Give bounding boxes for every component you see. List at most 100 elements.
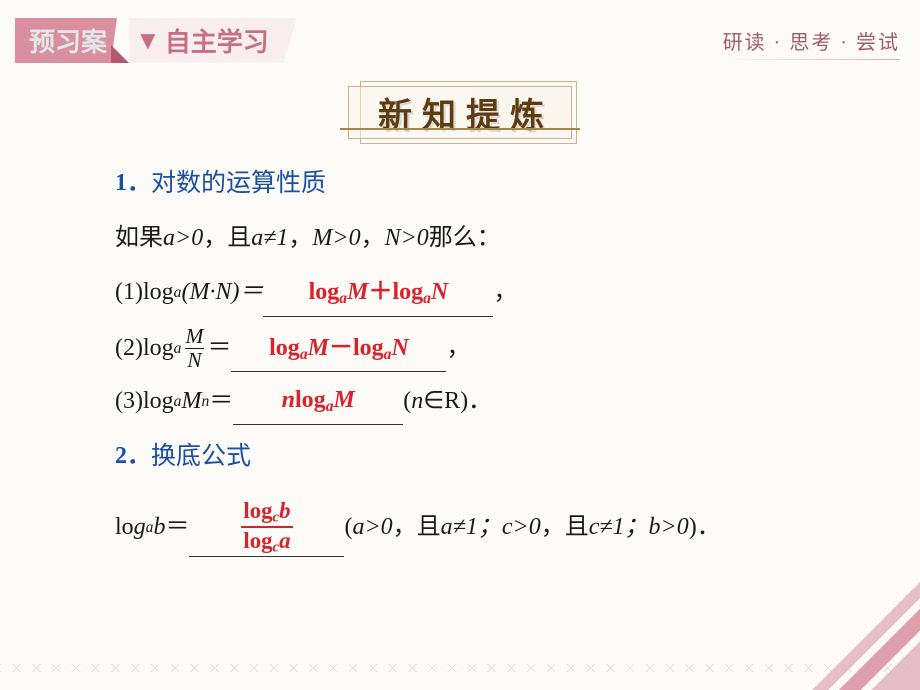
header-left-after-wrap: ▼ 自主学习: [129, 18, 297, 63]
i1a-log: log: [309, 279, 340, 305]
i1a-sub: a: [339, 290, 347, 307]
item-1-answer: logaM＋logaN: [309, 279, 449, 305]
item-2: (2) loga M N ＝ logaM－logaN ，: [115, 325, 860, 373]
item-2-fraction: M N: [183, 325, 205, 371]
cob-arg: b: [153, 505, 165, 551]
item-3-M: M: [181, 379, 201, 425]
cob-t2c: c≠1: [589, 505, 625, 551]
section-2-number: 2．: [115, 434, 151, 480]
item-3-blank: nlogaM: [233, 378, 403, 425]
i2a-arg: M: [308, 335, 329, 361]
cob-blank: logcb logca: [189, 498, 344, 557]
cob-answer-fraction: logcb logca: [241, 498, 292, 556]
content-area: 1． 对数的运算性质 如果 a>0 ，且 a≠1 ， M>0 ， N>0 那么：…: [115, 160, 860, 563]
cob-den-arg: a: [279, 528, 290, 553]
section-2-title: 换底公式: [151, 433, 251, 481]
cob-lo: lo: [115, 505, 134, 551]
premise-text-1: 如果: [115, 216, 163, 262]
item-3-sup: n: [201, 387, 209, 417]
header-right: 研读 · 思考 · 尝试: [723, 26, 900, 60]
item-1-sub: a: [174, 278, 182, 308]
premise-a: a>0: [163, 216, 203, 262]
cob-t1a: a>0: [352, 505, 392, 551]
i1b-sub: a: [423, 290, 431, 307]
cob-t1b: ，且: [393, 505, 441, 551]
corner-triangle-icon: [770, 570, 920, 690]
premise-text-2: ，且: [203, 216, 251, 262]
cob-sub: a: [146, 513, 154, 543]
cob-paren-open: (: [344, 505, 352, 551]
item-2-blank: logaM－logaN: [231, 325, 446, 373]
item-1-tail: ，: [493, 270, 517, 316]
cob-num-arg: b: [279, 498, 290, 523]
header-left-banner: 预习案 ▼ 自主学习: [15, 18, 297, 63]
cob-frac-den: logca: [241, 526, 292, 556]
i1-op: ＋: [368, 278, 392, 305]
section-1-title: 对数的运算性质: [151, 160, 326, 208]
item-3: (3) logaMn ＝ nlogaM (n∈R)．: [115, 378, 860, 425]
cob-t2a: ；c>0: [478, 505, 541, 551]
item-3-tail-in: ∈R)．: [423, 379, 492, 425]
cob-den-log: log: [243, 528, 272, 553]
item-3-eq: ＝: [209, 379, 233, 425]
item-3-label: (3): [115, 379, 143, 425]
section-2-heading: 2． 换底公式: [115, 433, 860, 481]
item-1-arg: (M·N)＝: [181, 270, 263, 316]
premise-d: N>0: [385, 216, 429, 262]
i3-n: n: [282, 387, 295, 413]
i2b-log: log: [353, 335, 384, 361]
item-2-label: (2): [115, 326, 143, 372]
i3-log: log: [295, 387, 326, 413]
i2b-arg: N: [391, 335, 408, 361]
section-1-heading: 1． 对数的运算性质: [115, 160, 860, 208]
i3-arg: M: [333, 387, 354, 413]
item-2-tail: ，: [446, 326, 470, 372]
item-2-sub: a: [174, 334, 182, 364]
item-3-log: log: [143, 379, 174, 425]
item-2-frac-num: M: [183, 325, 205, 348]
i2a-sub: a: [300, 346, 308, 363]
item-3-paren: (: [403, 379, 411, 425]
section-1-number: 1．: [115, 161, 151, 207]
change-of-base: logab ＝ logcb logca (a>0，且 a≠1；c>0，且 c≠1…: [115, 498, 860, 557]
center-heading-underline-icon: [340, 128, 580, 130]
item-2-log: log: [143, 326, 174, 372]
premise-text-3: ，: [288, 216, 312, 262]
item-2-eq: ＝: [207, 326, 231, 372]
item-1-log: log: [143, 270, 174, 316]
premise-b: a≠1: [251, 216, 288, 262]
header-left-triangle-icon: [111, 45, 129, 63]
bottom-decoration: [0, 652, 920, 690]
cob-eq: ＝: [165, 505, 189, 551]
cob-t2b: ，且: [541, 505, 589, 551]
header-right-text: 研读 · 思考 · 尝试: [723, 32, 900, 54]
cob-answer: logcb logca: [239, 513, 294, 539]
item-1: (1) loga(M·N)＝ logaM＋logaN ，: [115, 269, 860, 317]
i1a-arg: M: [347, 279, 368, 305]
i1b-arg: N: [431, 279, 448, 305]
i1b-log: log: [392, 279, 423, 305]
header-left-block: 预习案: [15, 18, 117, 63]
i2-op: －: [329, 334, 353, 361]
header-left-marker: ▼: [135, 25, 161, 56]
premise-text-5: 那么：: [429, 216, 501, 262]
cob-t1c: a≠1: [441, 505, 478, 551]
item-3-tail-n: n: [411, 379, 423, 425]
cob-num-log: log: [243, 498, 272, 523]
premise-text-4: ，: [361, 216, 385, 262]
item-1-blank: logaM＋logaN: [263, 269, 493, 317]
item-1-label: (1): [115, 270, 143, 316]
item-3-answer: nlogaM: [282, 387, 355, 413]
cob-g: g: [134, 505, 146, 551]
cob-paren-close: )．: [689, 505, 721, 551]
item-2-answer: logaM－logaN: [269, 335, 409, 361]
header-left-after: 自主学习: [165, 22, 269, 59]
cob-t3a: ；b>0: [625, 505, 689, 551]
section-1-premise: 如果 a>0 ，且 a≠1 ， M>0 ， N>0 那么：: [115, 216, 860, 262]
header-right-underline-icon: [723, 59, 900, 60]
center-heading: 新知提炼: [348, 86, 572, 139]
item-2-frac-den: N: [185, 348, 203, 372]
i2a-log: log: [269, 335, 300, 361]
premise-c: M>0: [312, 216, 360, 262]
zigzag-icon: [0, 664, 920, 672]
